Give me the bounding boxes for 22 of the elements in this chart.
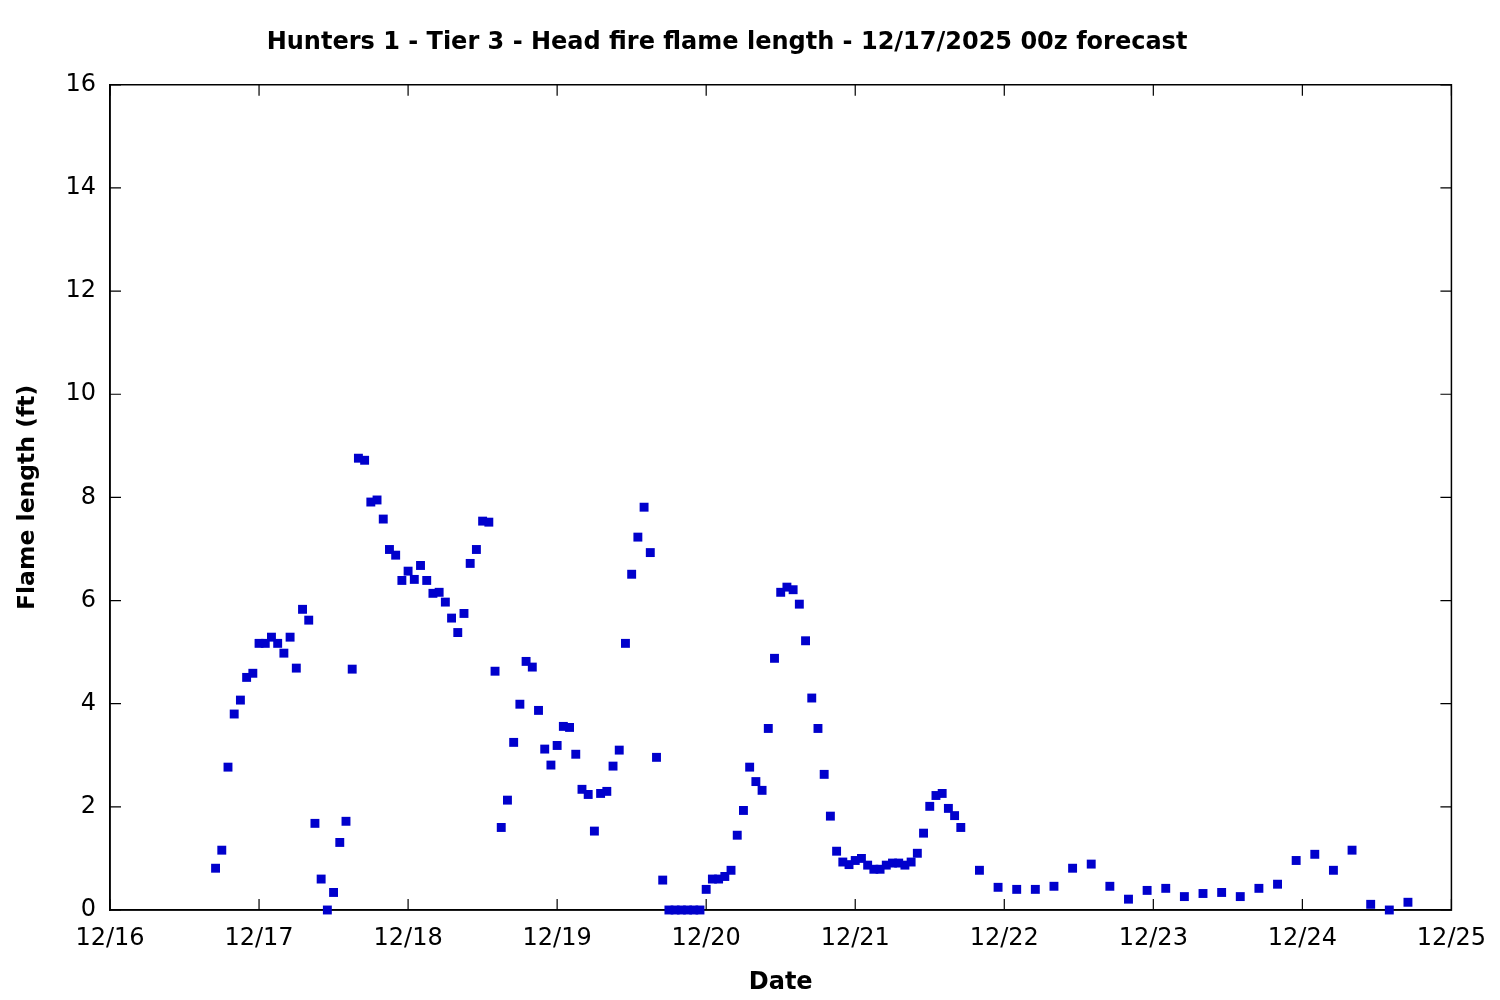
- x-tick-label: 12/21: [820, 922, 890, 951]
- y-tick-label: 10: [65, 378, 96, 407]
- x-tick-label: 12/16: [75, 922, 145, 951]
- y-tick-label: 8: [80, 481, 96, 510]
- y-tick-label: 12: [65, 275, 96, 304]
- x-tick-label: 12/23: [1118, 922, 1188, 951]
- y-axis-title: Flame length (ft): [11, 384, 40, 610]
- y-tick-label: 14: [65, 172, 96, 201]
- y-tick-label: 6: [80, 584, 96, 613]
- x-tick-label: 12/17: [224, 922, 294, 951]
- x-axis-title: Date: [748, 966, 813, 995]
- x-tick-label: 12/24: [1267, 922, 1337, 951]
- x-tick-label: 12/25: [1416, 922, 1486, 951]
- y-tick-label: 0: [80, 894, 96, 923]
- chart-title: Hunters 1 - Tier 3 - Head fire flame length - 12/17/2025 00z forecast: [266, 26, 1188, 55]
- y-tick-label: 16: [65, 69, 96, 98]
- x-tick-label: 12/18: [373, 922, 443, 951]
- x-tick-label: 12/22: [969, 922, 1039, 951]
- x-tick-label: 12/20: [671, 922, 741, 951]
- y-tick-label: 4: [80, 687, 96, 716]
- x-tick-label: 12/19: [522, 922, 592, 951]
- y-tick-label: 2: [80, 791, 96, 820]
